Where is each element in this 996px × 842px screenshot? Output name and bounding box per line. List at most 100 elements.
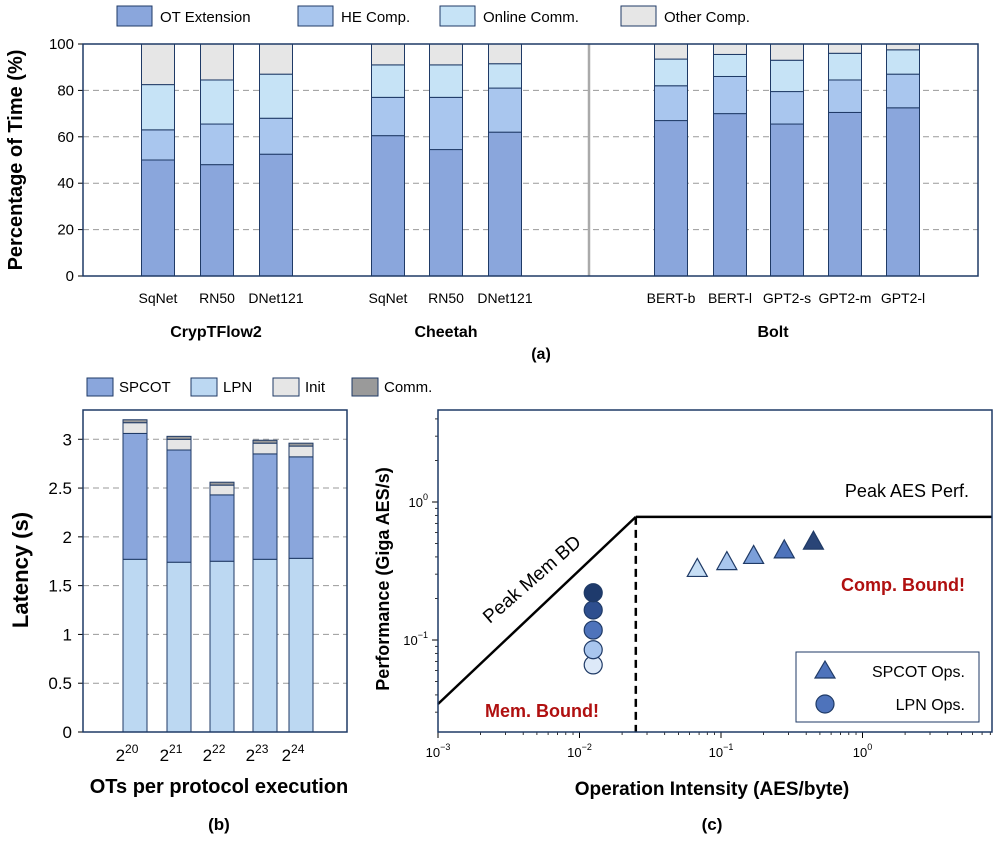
- x-tick-label-sqnet: SqNet: [369, 290, 408, 306]
- x-tick-label-gpt2-s: GPT2-s: [763, 290, 811, 306]
- x-tick-label-gpt2-l: GPT2-l: [881, 290, 925, 306]
- legend-label-comm: Comm.: [384, 379, 432, 396]
- legend-marker-spcot-ops: [813, 659, 837, 679]
- bar-2-22-lpn: [209, 560, 235, 733]
- panel-b-bars: [122, 419, 314, 733]
- y-tick-label-b: 2.5: [48, 479, 72, 498]
- legend-label-online-comm: Online Comm.: [483, 9, 579, 26]
- bar-2-20-lpn: [122, 558, 148, 733]
- bar-2-24-spcot: [288, 456, 314, 559]
- x-tick-label-rn50: RN50: [428, 290, 464, 306]
- legend-swatch-ot-extension: [116, 5, 153, 27]
- region-label-mem-bound: Mem. Bound!: [485, 701, 599, 721]
- legend-swatch-online-comm: [439, 5, 476, 27]
- bar-2-22-spcot: [209, 494, 235, 562]
- legend-swatch-init: [272, 377, 300, 397]
- panel-b-y-ticks: 0 0.5 1 1.5 2 2.5 3: [48, 430, 83, 742]
- x-tick-label-c: 10−3: [426, 742, 451, 760]
- bar-2-21-init: [166, 438, 192, 451]
- point-spcot-ops-1: [686, 557, 709, 578]
- panel-a-bars: [141, 43, 920, 277]
- bar-2-20-init: [122, 422, 148, 434]
- bar-bolt-bert-b-he-comp: [654, 85, 688, 122]
- y-tick-label-b: 0: [63, 723, 72, 742]
- x-tick-label-2-21: 221: [160, 742, 183, 765]
- bar-bolt-gpt2-m-online-comm: [828, 52, 862, 81]
- bar-2-20-comm: [122, 419, 148, 424]
- panel-a-plot-frame: [82, 43, 979, 277]
- bar-2-21-lpn: [166, 561, 192, 733]
- panel-a-legend: OT Extension HE Comp. Online Comm. Other…: [116, 5, 750, 27]
- panel-c-roofline: [437, 515, 992, 732]
- bar-2-24-lpn: [288, 557, 314, 733]
- legend-swatch-he-comp: [297, 5, 334, 27]
- x-tick-label-c: 10−1: [709, 742, 734, 760]
- bar-bolt-bert-b-other-comp: [654, 43, 688, 60]
- bar-cheetah-sqnet-online-comm: [371, 64, 405, 98]
- x-tick-label-c: 10−2: [567, 742, 592, 760]
- x-tick-label-2-20: 220: [116, 742, 139, 765]
- point-spcot-ops-3: [742, 544, 765, 565]
- legend-swatch-other-comp: [620, 5, 657, 27]
- x-tick-label-sqnet: SqNet: [139, 290, 178, 306]
- bar-cheetah-dnet121-he-comp: [488, 87, 522, 133]
- panel-c-y-axis-label: Performance (Giga AES/s): [373, 467, 393, 690]
- x-tick-label-dnet121: DNet121: [477, 290, 532, 306]
- legend-swatch-lpn: [190, 377, 218, 397]
- panel-b-x-tick-labels: 220 221 222 223 224: [116, 742, 305, 765]
- bar-cheetah-dnet121-other-comp: [488, 43, 522, 65]
- y-tick-label-a: 40: [57, 175, 74, 192]
- roof-label-peak-aes-perf: Peak AES Perf.: [845, 481, 969, 501]
- bar-cryptflow2-rn50-ot-extension: [200, 164, 234, 277]
- bar-2-20-spcot: [122, 432, 148, 560]
- panel-a-caption: (a): [531, 346, 551, 363]
- panel-a-y-ticks: 0 20 40 60 80 100: [49, 36, 83, 285]
- bar-bolt-gpt2-s-he-comp: [770, 91, 804, 125]
- roofline-memory-bound: [437, 515, 637, 705]
- panel-c-plot-frame: [437, 409, 993, 733]
- panel-c-data-points: [583, 529, 825, 675]
- bar-cryptflow2-rn50-online-comm: [200, 79, 234, 125]
- point-lpn-ops-4: [583, 600, 603, 620]
- panel-b-stacked-bar-chart: SPCOT LPN Init Comm. Latency (s) 0 0.5 1 1.…: [8, 377, 432, 834]
- bar-cryptflow2-dnet121-online-comm: [259, 73, 293, 119]
- y-tick-label-b: 1: [63, 625, 72, 644]
- bar-2-23-lpn: [252, 558, 278, 733]
- x-tick-label-dnet121: DNet121: [248, 290, 303, 306]
- bar-bolt-gpt2-l-ot-extension: [886, 107, 920, 277]
- bar-cryptflow2-rn50-other-comp: [200, 43, 234, 81]
- bar-bolt-bert-l-other-comp: [713, 43, 747, 55]
- panel-c-x-axis-label: Operation Intensity (AES/byte): [575, 779, 849, 800]
- point-spcot-ops-2: [715, 550, 738, 571]
- y-tick-label-c: 10−1: [403, 630, 428, 648]
- x-tick-label-2-24: 224: [282, 742, 305, 765]
- panel-b-legend: SPCOT LPN Init Comm.: [86, 377, 432, 397]
- bar-bolt-gpt2-s-other-comp: [770, 43, 804, 61]
- x-tick-label-c: 100: [853, 742, 872, 760]
- panel-a-group-label-cryptflow2: CrypTFlow2: [170, 324, 262, 341]
- bar-bolt-gpt2-s-ot-extension: [770, 123, 804, 277]
- panel-b-y-axis-label: Latency (s): [8, 512, 33, 628]
- bar-cryptflow2-dnet121-ot-extension: [259, 153, 293, 277]
- panel-b-x-axis-label: OTs per protocol execution: [90, 776, 349, 798]
- bar-bolt-gpt2-m-ot-extension: [828, 111, 862, 277]
- panel-a-x-tick-labels: SqNet RN50 DNet121 SqNet RN50 DNet121 BERT-b BE…: [139, 290, 926, 306]
- bar-cheetah-sqnet-other-comp: [371, 43, 405, 66]
- bar-2-23-comm: [252, 439, 278, 444]
- y-tick-label-a: 0: [66, 268, 74, 285]
- point-spcot-ops-5: [802, 529, 825, 550]
- x-tick-label-rn50: RN50: [199, 290, 235, 306]
- y-tick-label-a: 20: [57, 222, 74, 239]
- bar-bolt-bert-l-he-comp: [713, 75, 747, 115]
- legend-label-lpn-ops: LPN Ops.: [896, 697, 965, 714]
- y-tick-label-b: 2: [63, 528, 72, 547]
- region-label-comp-bound: Comp. Bound!: [841, 575, 965, 595]
- panel-b-caption: (b): [208, 815, 230, 834]
- legend-label-init: Init: [305, 379, 326, 396]
- bar-bolt-bert-b-online-comm: [654, 58, 688, 87]
- point-lpn-ops-3: [583, 620, 603, 640]
- bar-cheetah-rn50-online-comm: [429, 64, 463, 98]
- bar-cryptflow2-dnet121-he-comp: [259, 117, 293, 155]
- bar-cryptflow2-dnet121-other-comp: [259, 43, 293, 75]
- bar-cryptflow2-sqnet-online-comm: [141, 84, 175, 131]
